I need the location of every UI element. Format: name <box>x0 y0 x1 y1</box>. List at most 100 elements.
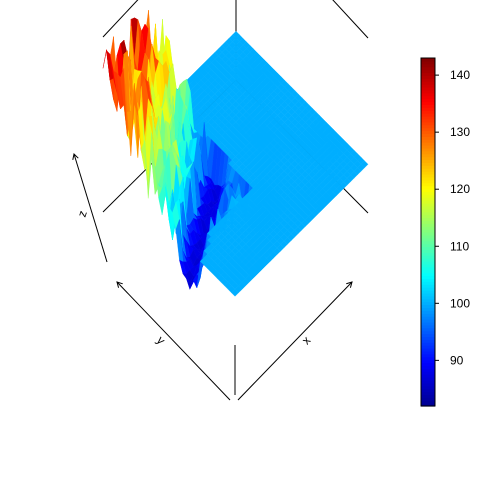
colorbar-segment <box>421 95 435 100</box>
colorbar-segment <box>421 130 435 134</box>
colorbar-segment <box>421 368 435 372</box>
colorbar-segment <box>421 269 435 274</box>
surface-mesh <box>102 10 369 297</box>
colorbar-segment <box>421 159 435 163</box>
colorbar-segment <box>421 121 435 126</box>
colorbar-segment <box>421 171 435 175</box>
colorbar-segment <box>421 345 435 349</box>
colorbar-segment <box>421 150 435 155</box>
colorbar-segment <box>421 197 435 201</box>
colorbar-segment <box>421 237 435 242</box>
colorbar-segment <box>421 174 435 178</box>
colorbar-segment <box>421 359 435 364</box>
colorbar-segment <box>421 229 435 233</box>
colorbar-segment <box>421 153 435 158</box>
colorbar-segment <box>421 214 435 219</box>
colorbar-segment <box>421 194 435 198</box>
colorbar-segment <box>421 348 435 352</box>
colorbar-segment <box>421 290 435 294</box>
y-axis-arrow-head <box>116 281 123 288</box>
colorbar-segment <box>421 208 435 213</box>
colorbar-segment <box>421 284 435 288</box>
axes <box>72 153 353 401</box>
colorbar: 90 100 110 120 130 140 <box>420 57 470 407</box>
colorbar-segment <box>421 263 435 268</box>
z-axis-arrow <box>73 153 108 263</box>
colorbar-segment <box>421 353 435 358</box>
colorbar-tick-label: 140 <box>450 68 470 82</box>
x-axis-label: x <box>299 333 313 347</box>
colorbar-segment <box>421 203 435 207</box>
colorbar-segment <box>421 327 435 332</box>
colorbar-segment <box>421 182 435 187</box>
colorbar-segment <box>421 371 435 375</box>
colorbar-segment <box>421 379 435 384</box>
colorbar-segment <box>421 319 435 323</box>
colorbar-segment <box>421 101 435 105</box>
colorbar-segment <box>421 72 435 76</box>
colorbar-segment <box>421 84 435 88</box>
colorbar-segment <box>421 243 435 248</box>
colorbar-segment <box>421 324 435 329</box>
colorbar-segment <box>421 304 435 308</box>
colorbar-segment <box>421 394 435 398</box>
colorbar-segment <box>421 301 435 306</box>
z-axis-arrow-head <box>72 153 79 160</box>
colorbar-segment <box>421 388 435 393</box>
x-axis-arrow-head <box>346 281 353 288</box>
colorbar-segment <box>421 104 435 108</box>
colorbar-segment <box>421 127 435 132</box>
colorbar-segment <box>421 234 435 239</box>
colorbar-segment <box>421 272 435 277</box>
colorbar-segment <box>421 220 435 224</box>
colorbar-tick-label: 110 <box>450 239 469 253</box>
colorbar-segment <box>421 232 435 236</box>
colorbar-segment <box>421 142 435 146</box>
colorbar-segment <box>421 113 435 117</box>
colorbar-segment <box>421 400 435 404</box>
y-axis-arrow <box>116 281 231 401</box>
colorbar-segment <box>421 356 435 361</box>
colorbar-segment <box>421 58 435 62</box>
colorbar-segment <box>421 313 435 317</box>
colorbar-segment <box>421 240 435 245</box>
colorbar-segment <box>421 200 435 204</box>
colorbar-segment <box>421 287 435 291</box>
colorbar-segment <box>421 179 435 184</box>
colorbar-segment <box>421 133 435 137</box>
colorbar-tick-label: 100 <box>450 296 470 310</box>
colorbar-frame <box>420 57 436 407</box>
colorbar-segment <box>421 261 435 265</box>
colorbar-segment <box>421 307 435 311</box>
colorbar-segment <box>421 275 435 279</box>
colorbar-segment <box>421 336 435 340</box>
colorbar-segment <box>421 342 435 346</box>
colorbar-segment <box>421 139 435 143</box>
colorbar-segment <box>421 66 435 71</box>
colorbar-segment <box>421 176 435 181</box>
colorbar-segment <box>421 246 435 250</box>
colorbar-segment <box>421 156 435 161</box>
colorbar-segment <box>421 223 435 227</box>
colorbar-tick-label: 90 <box>450 353 464 367</box>
colorbar-segment <box>421 191 435 195</box>
colorbar-segment <box>421 87 435 91</box>
colorbar-segment <box>421 211 435 216</box>
colorbar-segment <box>421 110 435 114</box>
surface-facet <box>231 289 239 297</box>
colorbar-segment <box>421 362 435 366</box>
colorbar-segment <box>421 124 435 129</box>
colorbar-segment <box>421 316 435 320</box>
colorbar-segment <box>421 118 435 123</box>
colorbar-segment <box>421 185 435 190</box>
colorbar-segment <box>421 374 435 378</box>
colorbar-segment <box>421 255 435 259</box>
colorbar-segment <box>421 89 435 94</box>
colorbar-tick-label: 130 <box>450 125 470 139</box>
colorbar-segment <box>421 145 435 149</box>
colorbar-segment <box>421 78 435 82</box>
colorbar-segment <box>421 310 435 314</box>
colorbar-segment <box>421 217 435 221</box>
colorbar-segment <box>421 162 435 166</box>
